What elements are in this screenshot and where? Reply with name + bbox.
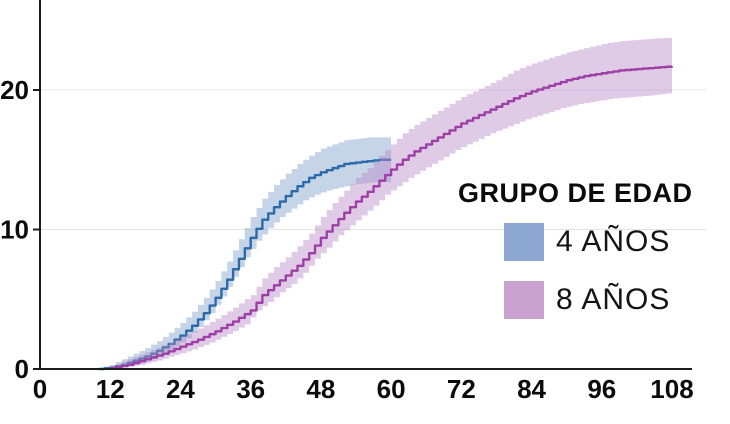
legend-item: 8 AÑOS bbox=[504, 281, 726, 319]
x-tick-label: 84 bbox=[517, 374, 546, 404]
legend: GRUPO DE EDAD 4 AÑOS 8 AÑOS bbox=[458, 178, 726, 339]
series-line-8-anos bbox=[110, 65, 674, 370]
series-line-4-anos bbox=[98, 158, 392, 371]
y-tick-label: 0 bbox=[15, 354, 29, 384]
x-tick-label: 24 bbox=[166, 374, 195, 404]
legend-label-4-anos: 4 AÑOS bbox=[556, 225, 671, 258]
y-tick-label: 10 bbox=[0, 215, 29, 245]
x-tick-label: 12 bbox=[96, 374, 125, 404]
legend-item: 4 AÑOS bbox=[504, 223, 726, 261]
x-tick-label: 36 bbox=[236, 374, 265, 404]
legend-title: GRUPO DE EDAD bbox=[458, 178, 693, 208]
x-tick-label: 48 bbox=[306, 374, 335, 404]
x-tick-label: 0 bbox=[33, 374, 47, 404]
x-tick-label: 60 bbox=[377, 374, 406, 404]
y-tick-label: 20 bbox=[0, 75, 29, 105]
x-tick-label: 72 bbox=[447, 374, 476, 404]
legend-swatch-8-anos-icon bbox=[504, 281, 544, 319]
x-tick-label: 108 bbox=[650, 374, 693, 404]
x-tick-label: 96 bbox=[587, 374, 616, 404]
legend-swatch-4-anos-icon bbox=[504, 223, 544, 261]
legend-label-8-anos: 8 AÑOS bbox=[556, 283, 671, 316]
